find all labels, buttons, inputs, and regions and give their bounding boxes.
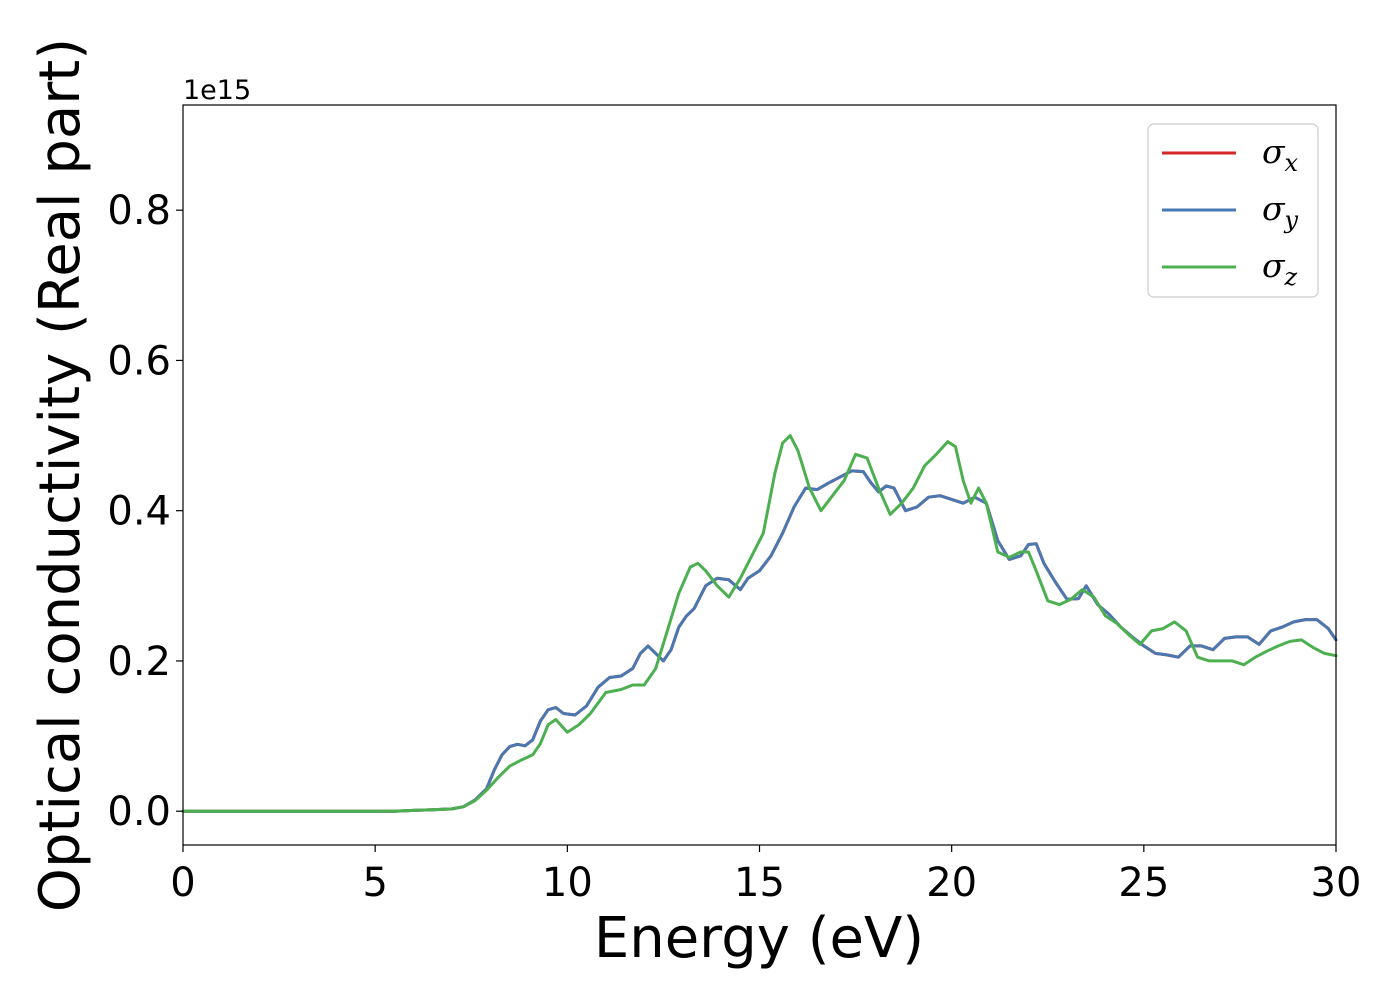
series-layer <box>181 434 1338 813</box>
x-tick-label: 20 <box>926 860 977 906</box>
x-tick-label: 5 <box>362 860 387 906</box>
y-axis: 0.0 0.2 0.4 0.6 0.8 <box>107 188 183 835</box>
x-tick-label: 25 <box>1118 860 1169 906</box>
x-axis: 0 5 10 15 20 25 30 <box>170 845 1361 906</box>
x-tick-label: 15 <box>734 860 785 906</box>
x-axis-title: Energy (eV) <box>594 906 924 971</box>
y-tick-label: 0.0 <box>107 789 171 835</box>
x-tick-label: 0 <box>170 860 195 906</box>
y-tick-label: 0.2 <box>107 639 171 685</box>
series-line-y <box>181 469 1338 813</box>
y-tick-label: 0.8 <box>107 188 171 234</box>
y-tick-label: 0.6 <box>107 338 171 384</box>
x-tick-label: 10 <box>542 860 593 906</box>
legend: σx σy σz <box>1147 123 1319 298</box>
y-offset-label: 1e15 <box>183 75 251 106</box>
legend-label-z: σz <box>1262 246 1298 291</box>
legend-label-y: σy <box>1262 189 1299 234</box>
legend-label-x: σx <box>1262 132 1299 177</box>
x-tick-label: 30 <box>1311 860 1362 906</box>
y-axis-title: Optical conductivity (Real part) <box>28 38 93 912</box>
y-tick-label: 0.4 <box>107 489 171 535</box>
series-line-z <box>181 434 1338 813</box>
